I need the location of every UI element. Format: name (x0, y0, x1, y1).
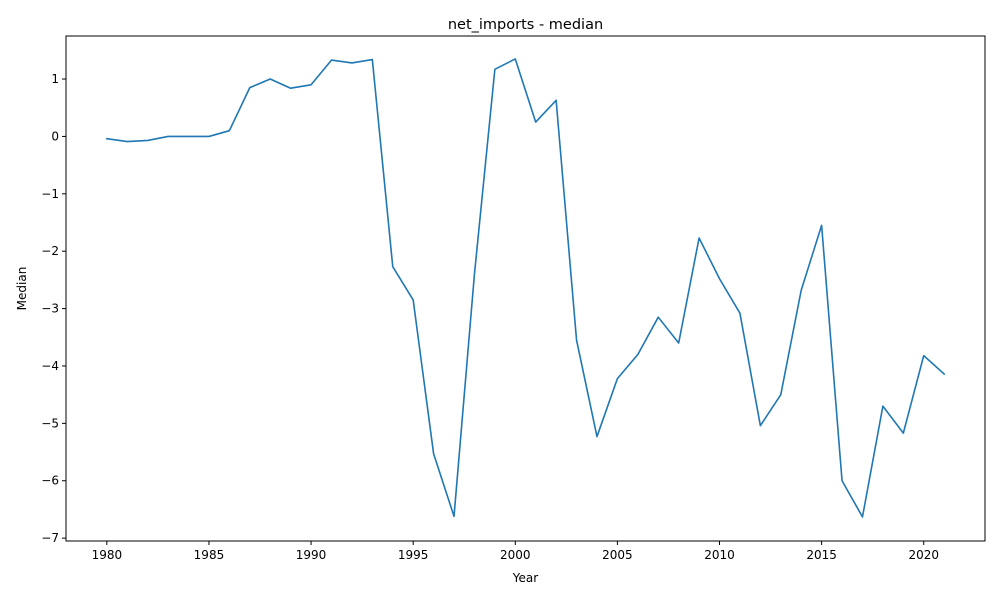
y-tick-label: −3 (41, 302, 59, 316)
y-tick-label: 0 (51, 129, 59, 143)
x-tick-label: 1990 (296, 548, 327, 562)
x-tick-label: 2005 (602, 548, 633, 562)
x-tick-label: 1985 (194, 548, 225, 562)
series-line (105, 58, 946, 518)
y-tick-label: 1 (51, 72, 59, 86)
y-axis-ticks: 1 0 −1 −2 −3 −4 −5 −6 −7 (41, 72, 66, 545)
chart-title: net_imports - median (448, 17, 603, 33)
x-tick-label: 2020 (908, 548, 939, 562)
x-tick-label: 1995 (398, 548, 429, 562)
x-tick-label: 2000 (500, 548, 531, 562)
x-tick-label: 2015 (806, 548, 837, 562)
x-axis-label: Year (512, 571, 538, 585)
plot-frame (65, 35, 986, 542)
y-tick-label: −4 (41, 359, 59, 373)
y-axis-label: Median (15, 267, 29, 311)
y-tick-label: −1 (41, 187, 59, 201)
y-tick-label: −2 (41, 244, 59, 258)
y-tick-label: −7 (41, 531, 59, 545)
x-axis-ticks: 1980 1985 1990 1995 2000 2005 2010 2015 2020 (92, 541, 939, 562)
series-layer (105, 58, 946, 518)
x-tick-label: 2010 (704, 548, 735, 562)
plot-area (66, 36, 985, 541)
x-tick-label: 1980 (92, 548, 123, 562)
y-tick-label: −6 (41, 474, 59, 488)
y-tick-label: −5 (41, 416, 59, 430)
